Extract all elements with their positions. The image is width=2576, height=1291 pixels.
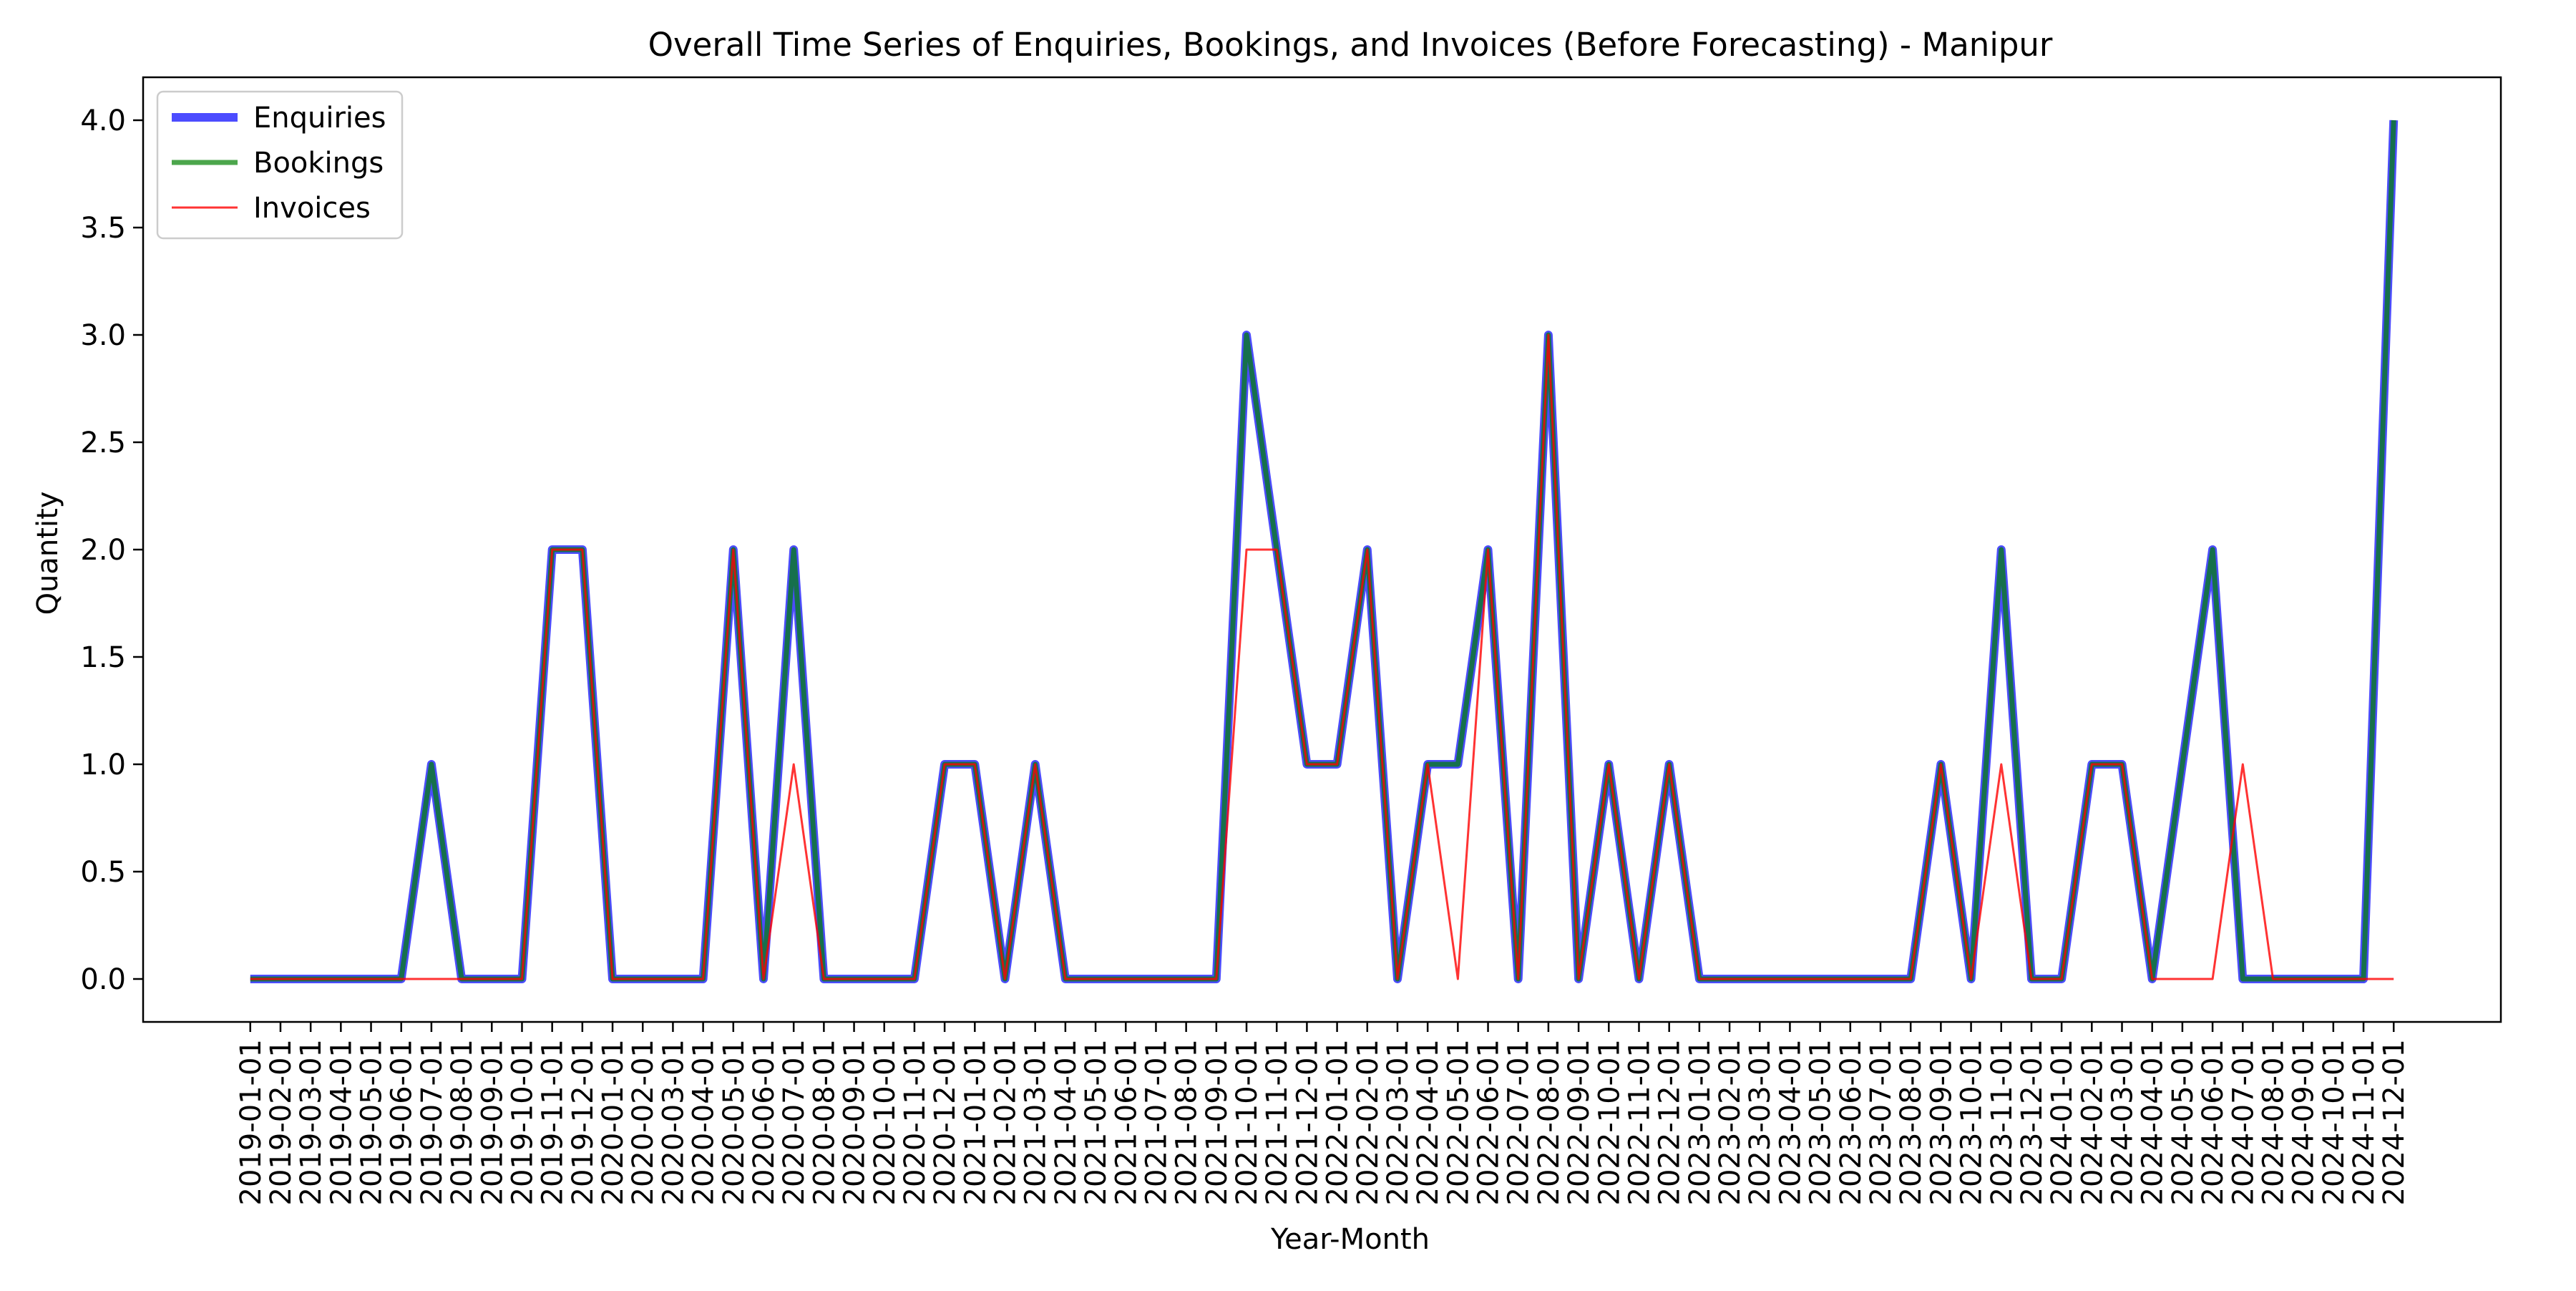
- x-tick-label: 2023-05-01: [1805, 1039, 1838, 1205]
- y-tick-label: 3.0: [80, 319, 126, 352]
- y-axis-label: Quantity: [31, 492, 64, 615]
- x-tick-label: 2024-01-01: [2046, 1039, 2079, 1205]
- x-tick-label: 2019-03-01: [295, 1039, 328, 1205]
- y-tick-label: 0.0: [80, 963, 126, 996]
- x-tick-label: 2024-09-01: [2288, 1039, 2321, 1205]
- y-tick-label: 2.5: [80, 427, 126, 459]
- x-tick-label: 2024-02-01: [2076, 1039, 2109, 1205]
- x-tick-label: 2020-09-01: [839, 1039, 872, 1205]
- y-tick-label: 4.0: [80, 104, 126, 137]
- x-tick-label: 2019-06-01: [386, 1039, 419, 1205]
- y-tick-label: 3.5: [80, 212, 126, 245]
- x-tick-label: 2024-12-01: [2378, 1039, 2411, 1205]
- x-tick-label: 2023-06-01: [1835, 1039, 1868, 1205]
- x-tick-label: 2021-11-01: [1261, 1039, 1294, 1205]
- x-tick-label: 2020-12-01: [929, 1039, 962, 1205]
- x-tick-label: 2022-10-01: [1593, 1039, 1626, 1205]
- x-tick-label: 2020-02-01: [627, 1039, 660, 1205]
- x-tick-label: 2019-07-01: [416, 1039, 449, 1205]
- x-tick-label: 2023-04-01: [1774, 1039, 1807, 1205]
- x-axis-label: Year-Month: [1270, 1223, 1430, 1256]
- plot-area: 0.00.51.01.52.02.53.03.54.02019-01-01201…: [80, 76, 2502, 1205]
- x-tick-label: 2020-03-01: [657, 1039, 690, 1205]
- x-tick-label: 2024-10-01: [2318, 1039, 2351, 1205]
- x-tick-label: 2019-01-01: [235, 1039, 268, 1205]
- x-tick-label: 2024-07-01: [2227, 1039, 2260, 1205]
- x-tick-label: 2020-11-01: [899, 1039, 932, 1205]
- x-tick-label: 2023-11-01: [1986, 1039, 2019, 1205]
- x-tick-label: 2022-09-01: [1563, 1039, 1596, 1205]
- y-tick-label: 1.5: [80, 641, 126, 674]
- x-tick-label: 2019-08-01: [446, 1039, 479, 1205]
- chart-legend: Enquiries Bookings Invoices: [156, 90, 404, 240]
- x-tick-label: 2020-05-01: [718, 1039, 751, 1205]
- legend-label-enquiries: Enquiries: [253, 102, 386, 135]
- x-tick-label: 2019-11-01: [537, 1039, 570, 1205]
- x-tick-label: 2022-07-01: [1503, 1039, 1536, 1205]
- x-tick-label: 2019-10-01: [506, 1039, 539, 1205]
- x-tick-label: 2024-06-01: [2197, 1039, 2230, 1205]
- x-tick-label: 2021-07-01: [1140, 1039, 1173, 1205]
- x-tick-label: 2022-11-01: [1623, 1039, 1656, 1205]
- legend-box: [156, 90, 404, 240]
- x-tick-label: 2023-01-01: [1684, 1039, 1717, 1205]
- y-tick-label: 0.5: [80, 856, 126, 889]
- x-tick-label: 2021-02-01: [990, 1039, 1023, 1205]
- y-tick-label: 1.0: [80, 749, 126, 781]
- x-tick-label: 2021-05-01: [1080, 1039, 1113, 1205]
- x-tick-label: 2021-06-01: [1110, 1039, 1143, 1205]
- y-tick-label: 2.0: [80, 534, 126, 567]
- x-tick-label: 2022-04-01: [1412, 1039, 1445, 1205]
- x-tick-label: 2021-12-01: [1291, 1039, 1324, 1205]
- legend-label-invoices: Invoices: [253, 192, 371, 225]
- x-tick-label: 2024-03-01: [2107, 1039, 2140, 1205]
- x-tick-label: 2024-05-01: [2167, 1039, 2200, 1205]
- x-tick-label: 2020-10-01: [869, 1039, 902, 1205]
- x-tick-label: 2020-07-01: [778, 1039, 811, 1205]
- x-tick-label: 2022-02-01: [1352, 1039, 1385, 1205]
- x-tick-label: 2021-09-01: [1201, 1039, 1234, 1205]
- x-tick-label: 2019-05-01: [356, 1039, 389, 1205]
- x-tick-label: 2019-12-01: [567, 1039, 600, 1205]
- x-tick-label: 2021-01-01: [959, 1039, 992, 1205]
- series-line-invoices: [250, 333, 2394, 980]
- x-tick-label: 2019-04-01: [325, 1039, 358, 1205]
- x-tick-label: 2023-08-01: [1895, 1039, 1928, 1205]
- x-tick-label: 2019-09-01: [476, 1039, 509, 1205]
- x-tick-label: 2024-08-01: [2257, 1039, 2290, 1205]
- x-tick-label: 2020-06-01: [748, 1039, 781, 1205]
- x-tick-label: 2021-08-01: [1171, 1039, 1204, 1205]
- x-tick-label: 2023-12-01: [2016, 1039, 2049, 1205]
- x-tick-label: 2023-03-01: [1744, 1039, 1777, 1205]
- x-tick-label: 2021-03-01: [1020, 1039, 1053, 1205]
- x-tick-label: 2020-01-01: [597, 1039, 630, 1205]
- x-tick-label: 2023-10-01: [1956, 1039, 1989, 1205]
- x-tick-label: 2022-05-01: [1442, 1039, 1475, 1205]
- x-tick-label: 2019-02-01: [265, 1039, 298, 1205]
- chart-title: Overall Time Series of Enquiries, Bookin…: [648, 26, 2053, 64]
- legend-label-bookings: Bookings: [253, 147, 384, 180]
- x-tick-label: 2022-06-01: [1473, 1039, 1506, 1205]
- x-tick-label: 2023-07-01: [1865, 1039, 1898, 1205]
- x-tick-label: 2024-11-01: [2348, 1039, 2381, 1205]
- x-tick-label: 2022-12-01: [1654, 1039, 1687, 1205]
- x-tick-label: 2023-09-01: [1925, 1039, 1958, 1205]
- x-tick-label: 2020-08-01: [808, 1039, 841, 1205]
- x-tick-label: 2022-01-01: [1322, 1039, 1355, 1205]
- x-tick-label: 2021-04-01: [1050, 1039, 1083, 1205]
- x-tick-label: 2024-04-01: [2137, 1039, 2170, 1205]
- x-tick-label: 2022-03-01: [1382, 1039, 1415, 1205]
- x-tick-label: 2020-04-01: [688, 1039, 721, 1205]
- x-tick-label: 2023-02-01: [1714, 1039, 1747, 1205]
- x-tick-label: 2021-10-01: [1231, 1039, 1264, 1205]
- x-tick-label: 2022-08-01: [1533, 1039, 1566, 1205]
